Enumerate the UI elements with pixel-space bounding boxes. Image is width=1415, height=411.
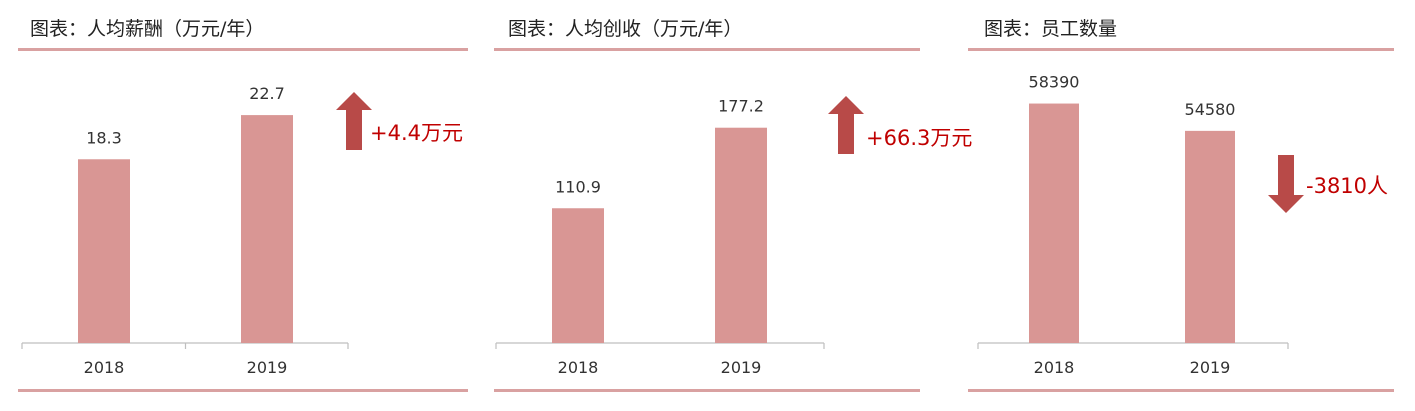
title-rule (18, 48, 468, 51)
bar-chart-headcount: 58390 2018 54580 2019 (977, 73, 1289, 377)
chart-panel-revenue: 图表：人均创收（万元/年） 110.9 2018 177.2 2019 +66.3万元 (494, 0, 972, 411)
x-tick-label: 2019 (721, 358, 762, 377)
change-annotation: -3810人 (1306, 174, 1389, 198)
bottom-rule (968, 389, 1394, 392)
x-tick-label: 2019 (247, 358, 288, 377)
x-tick-label: 2018 (84, 358, 125, 377)
change-annotation: +4.4万元 (370, 121, 463, 145)
arrow-up-icon (828, 96, 864, 154)
change-annotation: +66.3万元 (866, 126, 973, 150)
arrow-up-icon (336, 92, 372, 150)
arrow-up-shape (828, 96, 864, 154)
data-label: 177.2 (718, 97, 764, 116)
x-tick-label: 2018 (1034, 358, 1075, 377)
bar-2018 (78, 159, 130, 343)
chart-panel-headcount: 图表：员工数量 58390 2018 54580 2019 -3810人 (968, 0, 1394, 411)
arrow-down-shape (1268, 155, 1304, 213)
title-rule (968, 48, 1394, 51)
x-tick-label: 2019 (1190, 358, 1231, 377)
bar-chart-salary: 18.3 2018 22.7 2019 (21, 84, 349, 377)
bar-2019 (241, 115, 293, 343)
bar-2019 (1185, 130, 1235, 343)
data-label: 18.3 (86, 128, 122, 147)
bar-2018 (552, 208, 604, 343)
bottom-rule (494, 389, 920, 392)
data-label: 58390 (1029, 73, 1080, 92)
x-tick-label: 2018 (558, 358, 599, 377)
bar-2018 (1029, 103, 1079, 344)
title-rule (494, 48, 920, 51)
chart-title: 图表：人均创收（万元/年） (508, 18, 743, 40)
arrow-up-shape (336, 92, 372, 150)
data-label: 22.7 (249, 84, 285, 103)
bar-2019 (715, 127, 767, 344)
chart-title: 图表：人均薪酬（万元/年） (30, 18, 265, 40)
chart-panel-salary: 图表：人均薪酬（万元/年） 18.3 2018 22.7 2019 +4.4万元 (18, 0, 468, 411)
data-label: 110.9 (555, 177, 601, 196)
bar-chart-revenue: 110.9 2018 177.2 2019 (495, 97, 825, 377)
chart-title: 图表：员工数量 (984, 18, 1118, 40)
data-label: 54580 (1185, 100, 1236, 119)
bottom-rule (18, 389, 468, 392)
arrow-down-icon (1268, 155, 1304, 213)
